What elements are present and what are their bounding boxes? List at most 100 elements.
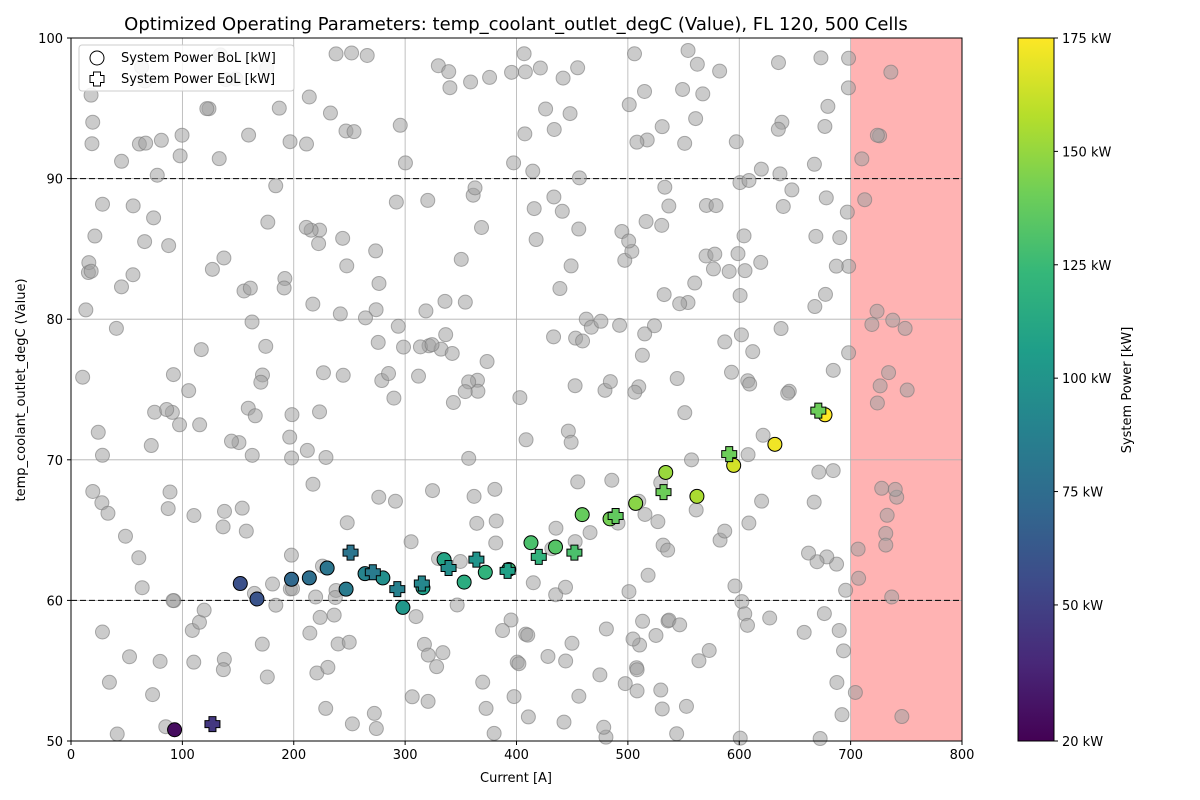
x-tick-label: 600 xyxy=(727,748,752,763)
background-point xyxy=(411,368,427,384)
background-point xyxy=(387,493,403,509)
background-point xyxy=(669,726,685,742)
background-point xyxy=(504,64,520,80)
background-point xyxy=(773,321,789,337)
x-tick-label: 400 xyxy=(504,748,529,763)
background-point xyxy=(452,553,468,569)
background-point xyxy=(770,121,786,137)
bol-point xyxy=(523,535,539,551)
background-point xyxy=(396,339,412,355)
background-point xyxy=(825,463,841,479)
background-point xyxy=(854,151,870,167)
background-point xyxy=(621,584,637,600)
background-point xyxy=(101,674,117,690)
bol-point xyxy=(628,495,644,511)
background-point xyxy=(95,196,111,212)
background-point xyxy=(687,275,703,291)
background-point xyxy=(564,635,580,651)
background-point xyxy=(441,64,457,80)
background-point xyxy=(688,111,704,127)
eol-point xyxy=(566,544,583,561)
background-point xyxy=(420,693,436,709)
background-point xyxy=(625,631,641,647)
background-point xyxy=(740,447,756,463)
background-point xyxy=(755,427,771,443)
background-point xyxy=(204,261,220,277)
background-point xyxy=(85,114,101,130)
background-point xyxy=(282,134,298,150)
chart-title: Optimized Operating Parameters: temp_coo… xyxy=(124,14,908,35)
background-point xyxy=(386,390,402,406)
background-point xyxy=(424,337,440,353)
background-point xyxy=(420,647,436,663)
background-point xyxy=(869,303,885,319)
background-point xyxy=(368,243,384,259)
background-point xyxy=(244,314,260,330)
x-axis-label: Current [A] xyxy=(480,771,552,786)
background-point xyxy=(538,101,554,117)
background-point xyxy=(563,434,579,450)
x-tick-label: 700 xyxy=(838,748,863,763)
legend-bol-marker xyxy=(89,50,105,66)
background-point xyxy=(328,46,344,62)
background-point xyxy=(546,189,562,205)
background-point xyxy=(253,374,269,390)
background-point xyxy=(318,449,334,465)
background-point xyxy=(308,589,324,605)
background-point xyxy=(503,612,519,628)
background-point xyxy=(131,550,147,566)
background-point xyxy=(305,476,321,492)
background-point xyxy=(801,545,817,561)
background-point xyxy=(864,316,880,332)
background-point xyxy=(648,627,664,643)
background-point xyxy=(134,580,150,596)
background-point xyxy=(742,376,758,392)
x-tick-label: 300 xyxy=(393,748,418,763)
background-point xyxy=(840,80,856,96)
background-point xyxy=(621,233,637,249)
x-tick-label: 100 xyxy=(170,748,195,763)
eol-point xyxy=(413,575,430,592)
eol-point xyxy=(342,544,359,561)
background-point xyxy=(775,198,791,214)
background-point xyxy=(596,719,612,735)
background-point xyxy=(211,151,227,167)
background-point xyxy=(315,365,331,381)
background-point xyxy=(298,219,314,235)
background-point xyxy=(302,625,318,641)
background-point xyxy=(567,378,583,394)
colorbar-tick-label: 125 kW xyxy=(1062,259,1111,274)
background-point xyxy=(672,296,688,312)
background-point xyxy=(851,570,867,586)
background-point xyxy=(160,501,176,517)
background-point xyxy=(335,367,351,383)
background-point xyxy=(475,674,491,690)
background-point xyxy=(717,523,733,539)
background-point xyxy=(604,472,620,488)
background-point xyxy=(94,447,110,463)
background-point xyxy=(525,163,541,179)
background-point xyxy=(122,649,138,665)
background-point xyxy=(753,254,769,270)
background-point xyxy=(371,489,387,505)
background-point xyxy=(108,320,124,336)
background-point xyxy=(143,438,159,454)
background-point xyxy=(299,136,315,152)
colorbar-tick-label: 100 kW xyxy=(1062,372,1111,387)
background-point xyxy=(145,687,161,703)
eol-point xyxy=(389,581,406,598)
background-point xyxy=(841,345,857,361)
background-point xyxy=(486,725,502,741)
background-point xyxy=(244,447,260,463)
background-point xyxy=(87,228,103,244)
background-point xyxy=(511,656,527,672)
background-point xyxy=(153,132,169,148)
background-point xyxy=(259,669,275,685)
background-point xyxy=(520,627,536,643)
background-point xyxy=(598,621,614,637)
background-point xyxy=(838,582,854,598)
background-point xyxy=(634,347,650,363)
background-point xyxy=(626,46,642,62)
background-point xyxy=(100,505,116,521)
background-point xyxy=(669,371,685,387)
